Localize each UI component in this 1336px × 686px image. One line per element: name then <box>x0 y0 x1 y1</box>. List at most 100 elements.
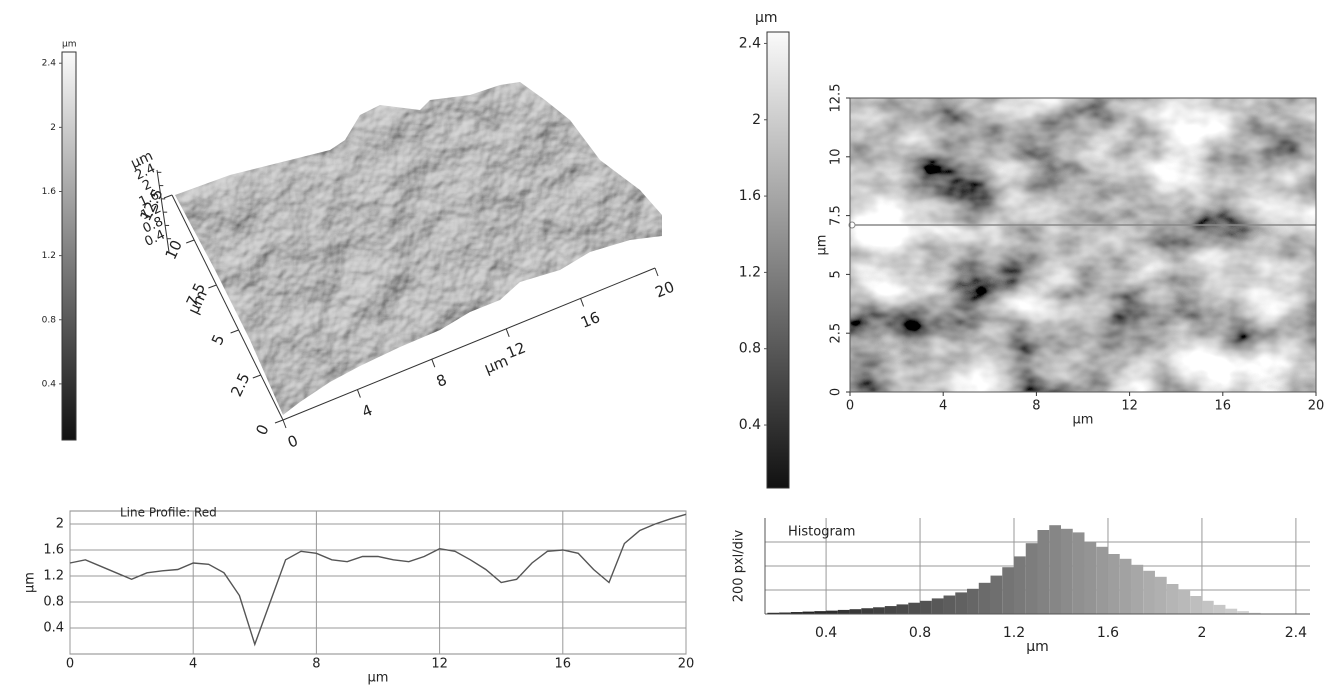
x-tick <box>505 328 510 337</box>
colorbar-unit: µm <box>755 10 778 26</box>
hist-bar <box>931 598 944 614</box>
x-axis-label: µm <box>482 352 511 378</box>
x-tick-label: 8 <box>312 657 320 672</box>
colorbar-tick-label: 0.8 <box>739 341 761 357</box>
hist-bar <box>1084 542 1097 614</box>
x-tick <box>580 298 585 307</box>
x-tick-label: 1.2 <box>1003 625 1025 641</box>
chart-title: Line Profile: Red <box>120 506 217 520</box>
x-tick-label: 12 <box>504 338 528 362</box>
colorbar <box>61 51 77 441</box>
x-tick-label: 0 <box>846 399 854 414</box>
x-tick <box>431 359 436 368</box>
hist-bar <box>1014 556 1026 614</box>
y-tick-label: 0 <box>829 388 844 396</box>
hist-bar <box>896 604 909 614</box>
hist-bar <box>849 609 862 614</box>
y-tick-label: 1.6 <box>43 543 64 558</box>
y-tick-label: 5 <box>829 270 844 278</box>
y-tick-label: 0.8 <box>43 595 64 610</box>
y-tick <box>208 284 217 289</box>
x-tick <box>654 267 659 277</box>
hist-bar <box>1248 612 1261 614</box>
colorbar-unit: µm <box>62 40 77 50</box>
x-tick-label: 12 <box>1121 399 1138 414</box>
hist-bar <box>837 609 850 614</box>
hist-bar <box>873 607 885 614</box>
colorbar-tick-label: 2 <box>50 123 56 133</box>
x-tick-label: 20 <box>1308 399 1325 414</box>
hist-bar <box>790 612 803 614</box>
y-axis <box>171 194 284 421</box>
x-tick-label: 16 <box>578 308 602 332</box>
x-tick-label: 0 <box>285 431 301 451</box>
hist-bar <box>1225 608 1238 614</box>
hist-bar <box>967 588 979 614</box>
hist-bar <box>1025 543 1038 614</box>
hist-bar <box>1178 590 1191 614</box>
hist-bar <box>861 608 874 614</box>
y-tick <box>186 239 195 244</box>
x-axis-label: µm <box>368 671 389 686</box>
hist-bar <box>1131 564 1144 614</box>
hist-bar <box>955 592 968 614</box>
x-tick-label: 0.8 <box>909 625 931 641</box>
x-tick-label: 2 <box>1197 625 1206 641</box>
hist-bar <box>1037 530 1050 614</box>
colorbar-tick-label: 2 <box>752 112 761 128</box>
x-axis <box>282 267 656 421</box>
x-tick-label: 4 <box>359 401 375 421</box>
y-tick-label: 2.5 <box>227 370 253 399</box>
hist-bar <box>1002 567 1015 614</box>
y-tick <box>163 194 173 199</box>
chart-title: Histogram <box>788 525 855 540</box>
x-tick-label: 0.4 <box>815 625 837 641</box>
y-tick-label: 1.2 <box>43 569 64 584</box>
x-tick-label: 4 <box>189 657 197 672</box>
hist-bar <box>1072 532 1085 614</box>
x-tick-label: 2.4 <box>1285 625 1307 641</box>
hist-bar <box>908 602 921 614</box>
y-tick-label: 12.5 <box>829 84 844 113</box>
colorbar <box>766 31 790 489</box>
hist-bar <box>920 600 932 614</box>
hist-bar <box>1190 596 1202 614</box>
hist-bar <box>978 582 991 614</box>
hist-bar <box>1237 611 1249 614</box>
hist-bar <box>1201 600 1214 614</box>
colorbar-tick-label: 1.6 <box>739 188 761 204</box>
x-tick-label: 16 <box>1215 399 1232 414</box>
hist-bar <box>1119 558 1132 614</box>
x-tick-label: 16 <box>555 657 572 672</box>
x-tick-label: 8 <box>434 371 450 391</box>
x-tick-label: 8 <box>1032 399 1040 414</box>
hist-bar <box>1107 554 1120 614</box>
y-tick-label: 10 <box>829 149 844 166</box>
colorbar-tick-label: 0.4 <box>42 379 57 389</box>
hist-bar <box>779 612 791 614</box>
y-tick <box>252 374 261 379</box>
hist-bar <box>767 612 780 614</box>
surface-texture <box>175 82 662 415</box>
hist-bar <box>802 611 815 614</box>
x-tick-label: 20 <box>653 278 677 302</box>
y-tick <box>230 329 239 334</box>
hist-bar <box>1166 584 1179 614</box>
hist-bar <box>826 610 838 614</box>
y-axis-label: µm <box>23 572 38 593</box>
profile-line <box>69 513 687 647</box>
colorbar-tick-label: 2.4 <box>42 59 57 69</box>
hist-bar <box>990 575 1003 614</box>
colorbar-tick-label: 1.2 <box>42 251 56 261</box>
hist-bar <box>1154 576 1167 614</box>
hist-bar <box>1213 604 1226 614</box>
x-axis-label: µm <box>1026 639 1049 655</box>
colorbar-tick-label: 0.4 <box>739 417 761 433</box>
x-tick <box>282 419 287 429</box>
z-axis <box>156 169 170 253</box>
y-tick-label: 2 <box>56 517 64 532</box>
y-axis-label: 200 pxl/div <box>732 529 747 602</box>
colorbar-tick-label: 1.6 <box>42 187 57 197</box>
hist-bar <box>1060 528 1073 614</box>
